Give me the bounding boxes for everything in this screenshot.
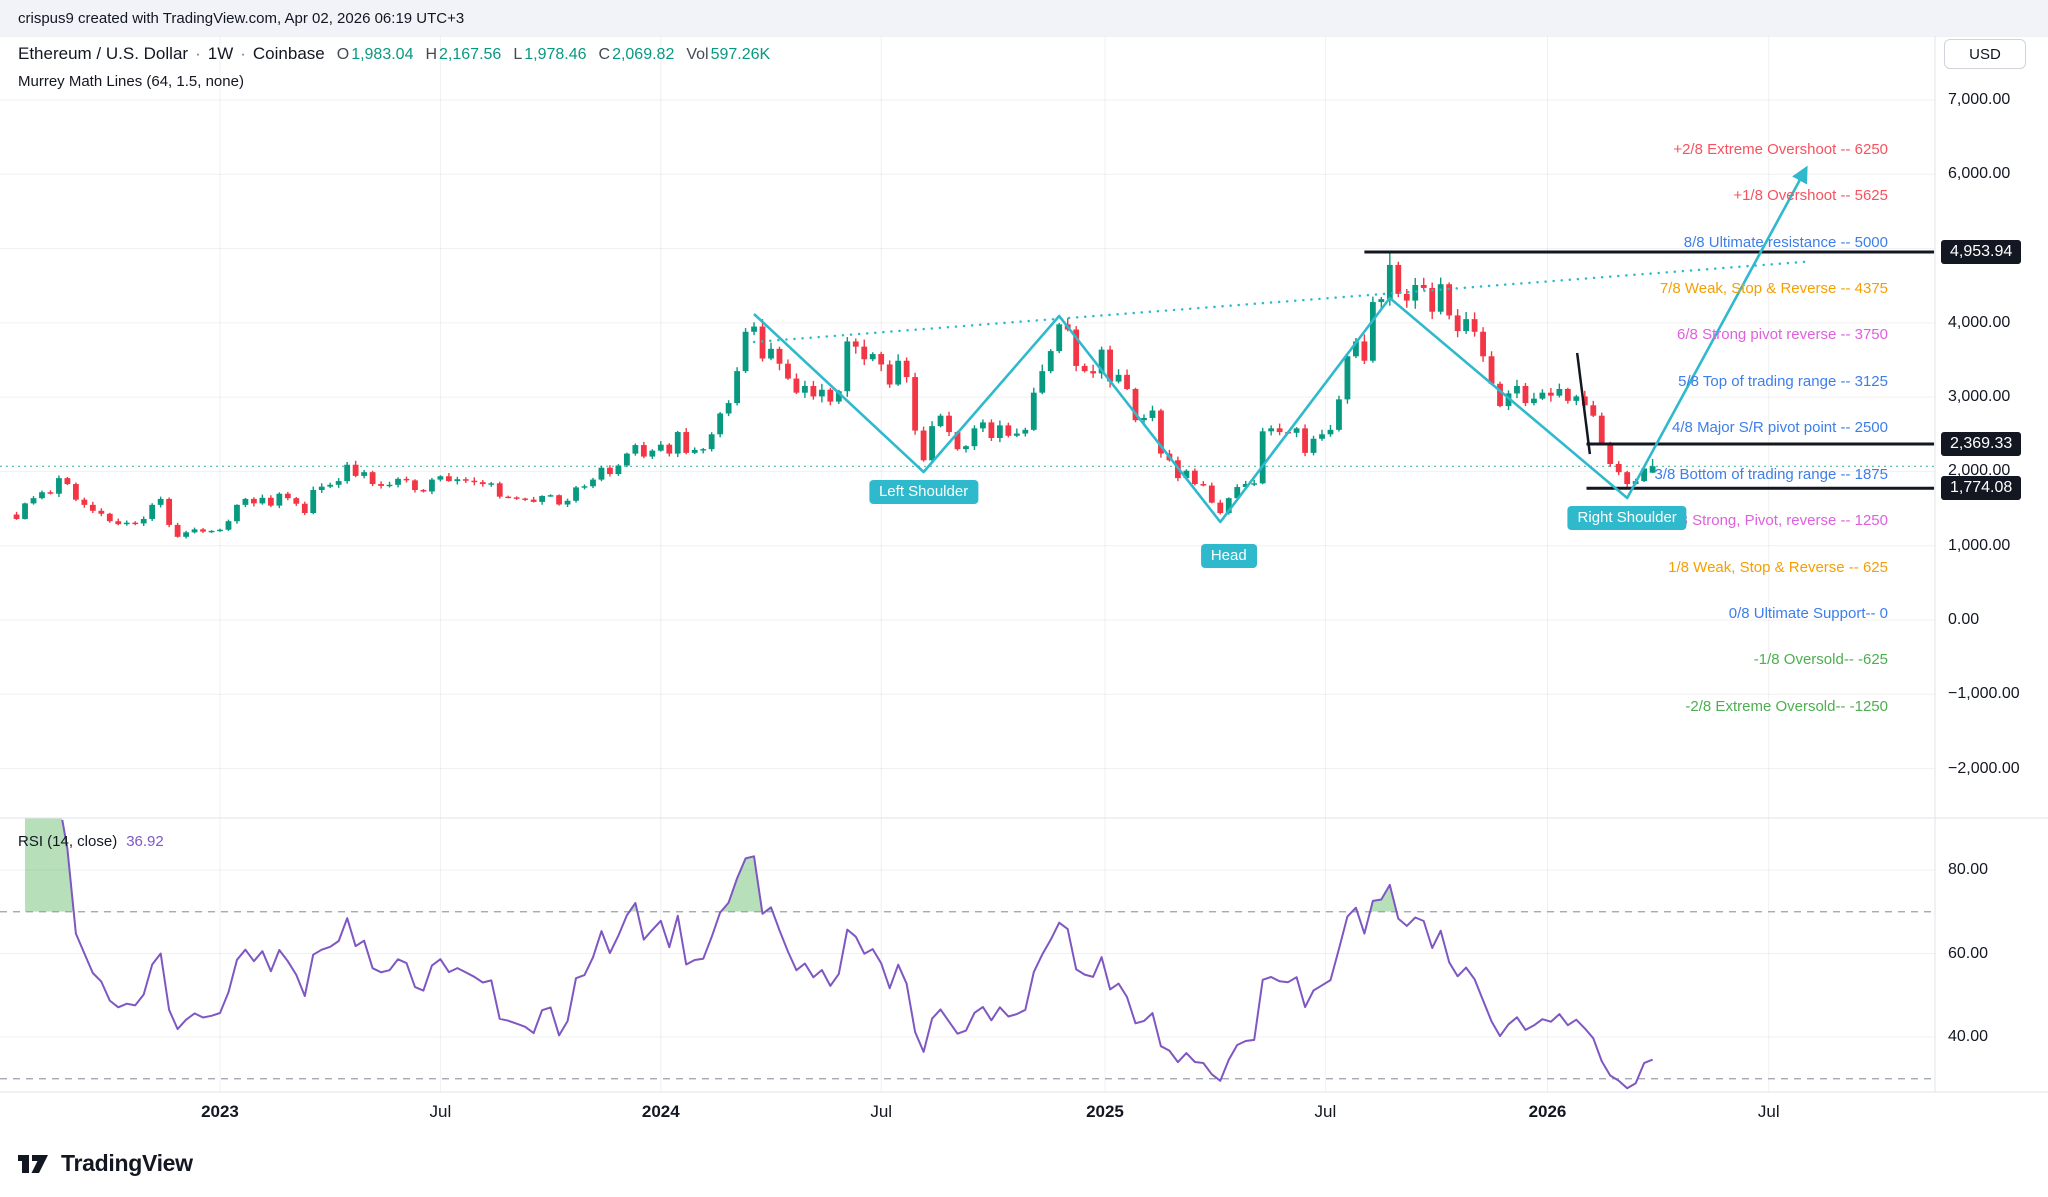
indicator-legend-rsi[interactable]: RSI (14, close) 36.92	[18, 833, 164, 850]
rsi-value: 36.92	[126, 833, 164, 850]
pattern-label[interactable]: Right Shoulder	[1567, 506, 1687, 530]
tradingview-logo[interactable]: TradingView	[18, 1150, 193, 1177]
rsi-title[interactable]: RSI (14, close)	[18, 833, 118, 850]
pattern-label[interactable]: Head	[1200, 544, 1257, 569]
snapshot-attribution-bar: crispus9 created with TradingView.com, A…	[0, 0, 2048, 36]
legend-separator: ·	[240, 44, 246, 63]
volume-label: Vol	[686, 46, 709, 63]
low-label: L	[513, 46, 523, 63]
ohlc-readout: O 1,983.04 H 2,167.56 L 1,978.46 C 2,069.82 Vol 5…	[325, 44, 770, 63]
open-label: O	[336, 46, 350, 63]
tradingview-logo-text: TradingView	[61, 1150, 193, 1176]
pattern-label[interactable]: Left Shoulder	[868, 480, 979, 504]
indicator-legend-murrey[interactable]: Murrey Math Lines (64, 1.5, none)	[18, 73, 244, 90]
attribution-text: crispus9 created with TradingView.com, A…	[18, 9, 465, 27]
chart-legend: Ethereum / U.S. Dollar · 1W · Coinbase O 1,983…	[18, 44, 770, 90]
open-value: 1,983.04	[351, 46, 414, 63]
tradingview-logo-mark	[18, 1154, 48, 1173]
interval-label[interactable]: 1W	[207, 44, 234, 63]
symbol-name[interactable]: Ethereum / U.S. Dollar	[18, 44, 189, 63]
currency-toggle-button[interactable]: USD	[1944, 39, 2026, 69]
volume-value: 597.26K	[710, 46, 771, 63]
currency-label: USD	[1969, 45, 2001, 63]
exchange-label: Coinbase	[252, 44, 325, 63]
legend-separator: ·	[195, 44, 201, 63]
low-value: 1,978.46	[524, 46, 587, 63]
high-label: H	[425, 46, 438, 63]
close-value: 2,069.82	[612, 46, 675, 63]
high-value: 2,167.56	[439, 46, 502, 63]
close-label: C	[598, 46, 611, 63]
